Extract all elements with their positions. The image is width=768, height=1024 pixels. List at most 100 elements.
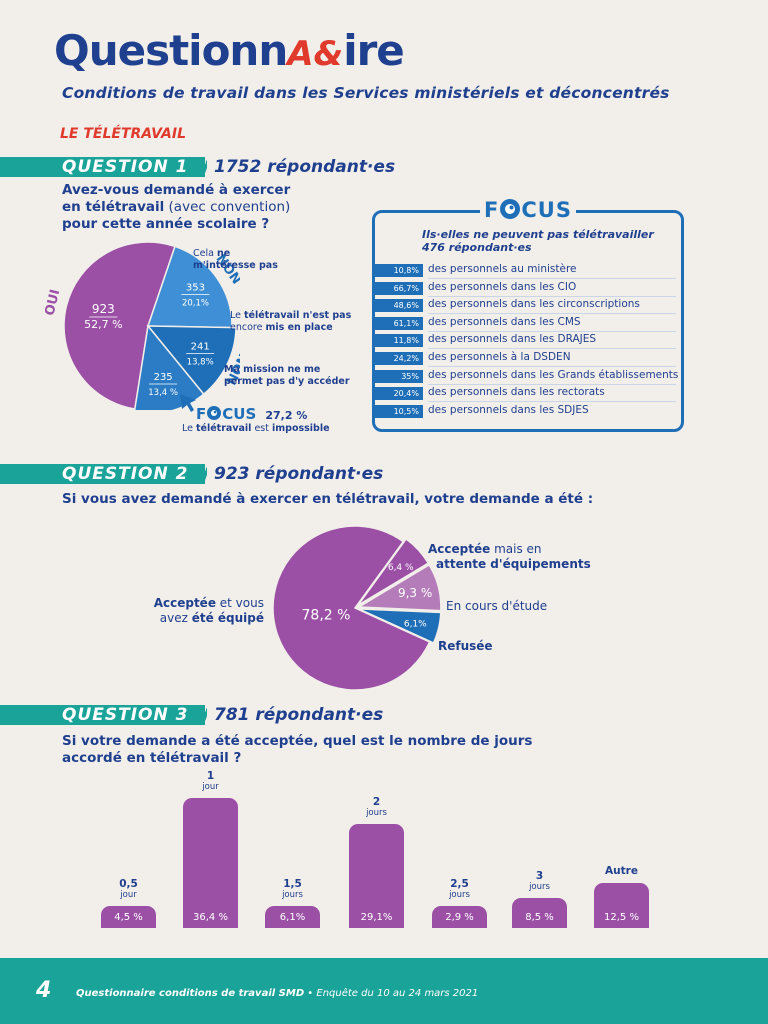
pie1-pct-3: 13,4 % bbox=[148, 388, 178, 398]
bar-1 bbox=[183, 798, 238, 928]
pie1-slice-2 bbox=[146, 325, 237, 396]
pie1-slice-3 bbox=[133, 324, 205, 410]
question-1-text: Avez-vous demandé à exercer en télétrava… bbox=[62, 182, 291, 232]
focus-row-text: des personnels dans les DRAJES bbox=[428, 333, 597, 346]
question-3-label: QUESTION 3 bbox=[62, 705, 189, 725]
focus-row-text: des personnels dans les circonscriptions bbox=[428, 298, 640, 311]
focus-title: F CUS bbox=[484, 198, 572, 222]
section-title: LE TÉLÉTRAVAIL bbox=[60, 126, 187, 142]
bar-category-3: 2 jours bbox=[366, 796, 387, 819]
focus-row-pct: 11,8% bbox=[373, 334, 423, 348]
eye-icon bbox=[207, 406, 222, 420]
bar-6 bbox=[594, 883, 649, 928]
focus-row-pct: 66,7% bbox=[373, 281, 423, 295]
question-2-respondents: 923 répondant·es bbox=[214, 464, 384, 484]
focus-row: 24,2% des personnels à la DSDEN bbox=[373, 350, 683, 366]
pie1-pct-1: 20,1% bbox=[182, 299, 209, 309]
bar-category-5: 3 jours bbox=[529, 869, 550, 892]
focus-row-text: des personnels dans les Grands établisse… bbox=[428, 368, 679, 381]
question-3-text: Si votre demande a été acceptée, quel es… bbox=[62, 733, 533, 766]
focus-row: 10,5% des personnels dans les SDJES bbox=[373, 403, 683, 419]
pie1-value-1: 353 bbox=[186, 283, 205, 294]
question-1-header: QUESTION 1 1752 répondant·es bbox=[0, 157, 420, 177]
bar-value-6: 12,5 % bbox=[604, 912, 639, 923]
bar-0 bbox=[101, 906, 156, 928]
bar-5 bbox=[512, 897, 567, 928]
focus-small: F CUS 27,2 % bbox=[196, 405, 308, 423]
pie2-pct-2: 9,3 % bbox=[398, 586, 432, 600]
question-3-respondents: 781 répondant·es bbox=[214, 705, 384, 725]
focus-row: 20,4% des personnels dans les rectorats bbox=[373, 385, 683, 401]
focus-row-pct: 48,6% bbox=[373, 299, 423, 313]
focus-row: 35% des personnels dans les Grands établi… bbox=[373, 368, 683, 384]
focus-row-text: des personnels dans les CIO bbox=[428, 280, 577, 293]
bar-value-5: 8,5 % bbox=[525, 912, 554, 923]
pie1-slice-1 bbox=[146, 245, 233, 329]
focus-row-pct: 35% bbox=[373, 369, 423, 383]
focus-row: 61,1% des personnels dans les CMS bbox=[373, 315, 683, 331]
focus-row-text: des personnels à la DSDEN bbox=[428, 351, 571, 363]
focus-row-text: des personnels dans les SDJES bbox=[428, 403, 589, 416]
bar-category-1: 1 jour bbox=[202, 770, 219, 792]
pie2-pct-1: 6,4 % bbox=[388, 563, 414, 573]
pie2-slice-3 bbox=[358, 608, 442, 644]
pie1-value-2: 241 bbox=[191, 341, 210, 352]
focus-row-pct: 24,2% bbox=[373, 352, 423, 365]
eye-icon bbox=[500, 199, 521, 219]
bar-value-1: 36,4 % bbox=[193, 912, 228, 923]
pie1-pct-0: 52,7 % bbox=[84, 318, 122, 331]
pie2-pct-3: 6,1% bbox=[404, 619, 427, 629]
arrow-up-left-icon bbox=[180, 394, 196, 412]
questionnaire-logo: QuestionnA&ire bbox=[54, 26, 454, 86]
pie2-label-study: En cours d'étude bbox=[446, 599, 548, 613]
pie1-note-3: Ma mission ne me permet pas d'y accéder bbox=[224, 364, 350, 387]
focus-row-pct: 61,1% bbox=[373, 316, 423, 330]
bar-category-4: 2,5 jours bbox=[449, 878, 470, 900]
pie1-value-3: 235 bbox=[154, 372, 173, 383]
focus-small-text: Le télétravail est impossible bbox=[182, 423, 330, 434]
pie2-slice-2 bbox=[356, 563, 442, 612]
bar-category-6: Autre bbox=[605, 865, 638, 878]
pie1-pct-2: 13,8% bbox=[187, 357, 214, 367]
logo-text-ire: ire bbox=[343, 26, 405, 75]
page-number: 4 bbox=[36, 978, 52, 1003]
question-3-header: QUESTION 3 781 répondant·es bbox=[0, 705, 420, 725]
pie1-tag-0: OUI bbox=[42, 288, 63, 317]
pie1-slice-0 bbox=[63, 241, 176, 410]
focus-row: 66,7% des personnels dans les CIO bbox=[373, 280, 683, 296]
bar-value-0: 4,5 % bbox=[114, 912, 143, 923]
question-2-label: QUESTION 2 bbox=[62, 464, 189, 484]
pie1-note-2: Le télétravail n'est pas encore mis en pl… bbox=[230, 310, 352, 333]
question-1-label: QUESTION 1 bbox=[62, 157, 189, 177]
bar-4 bbox=[432, 906, 487, 928]
pie2-pct-0: 78,2 % bbox=[302, 608, 351, 624]
page-subtitle: Conditions de travail dans les Services … bbox=[62, 84, 670, 102]
pie2-label-waiting: Acceptée mais en attente d'équipements bbox=[428, 542, 591, 571]
question-2-text: Si vous avez demandé à exercer en télétr… bbox=[62, 491, 594, 507]
bar-category-2: 1,5 jours bbox=[282, 878, 303, 900]
pie2-slice-1 bbox=[357, 537, 430, 606]
bar-3 bbox=[349, 824, 404, 928]
question-2-header: QUESTION 2 923 répondant·es bbox=[0, 464, 420, 484]
logo-text-ae: A& bbox=[287, 34, 344, 74]
logo-text-questionn: Questionn bbox=[54, 26, 288, 75]
footer bbox=[0, 958, 768, 1024]
focus-row-text: des personnels dans les CMS bbox=[428, 315, 581, 328]
bar-value-3: 29,1% bbox=[360, 912, 393, 923]
focus-row: 11,8% des personnels dans les DRAJES bbox=[373, 332, 683, 348]
focus-row-pct: 20,4% bbox=[373, 387, 423, 401]
focus-row: 10,8% des personnels au ministère bbox=[373, 262, 683, 278]
bar-value-4: 2,9 % bbox=[445, 912, 474, 923]
focus-row-pct: 10,8% bbox=[373, 264, 423, 277]
focus-row-pct: 10,5% bbox=[373, 404, 423, 418]
pie-chart-2: 6,4 % 9,3 % 6,1% 78,2 % bbox=[272, 525, 442, 691]
pie2-label-refused: Refusée bbox=[438, 639, 493, 653]
bar-2 bbox=[265, 906, 320, 928]
footer-text: Questionnaire conditions de travail SMD … bbox=[76, 988, 479, 999]
pie2-slice-0 bbox=[272, 525, 431, 691]
bar-value-2: 6,1% bbox=[279, 912, 306, 923]
pie2-label-accepted: Acceptée et vous avez été équipé bbox=[153, 596, 264, 625]
focus-row-text: des personnels au ministère bbox=[428, 263, 577, 275]
focus-row-text: des personnels dans les rectorats bbox=[428, 386, 605, 399]
